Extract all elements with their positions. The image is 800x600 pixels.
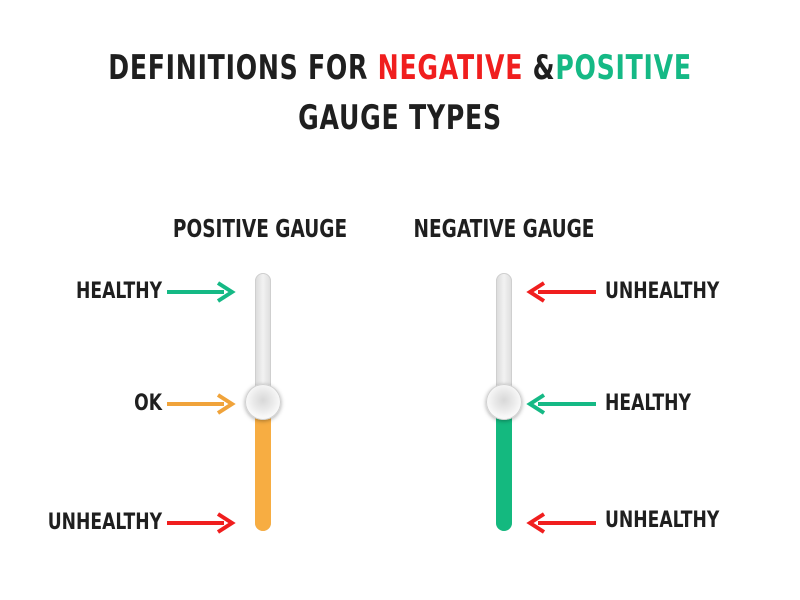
positive-healthy-arrow-icon xyxy=(167,281,236,303)
negative-unhealthy-bottom-label: Unhealthy xyxy=(605,508,720,533)
positive-gauge-heading: Positive Gauge xyxy=(172,214,348,243)
positive-gauge-knob[interactable] xyxy=(245,384,281,420)
negative-unhealthy-bottom-arrow-icon xyxy=(526,512,596,534)
negative-unhealthy-top-arrow-icon xyxy=(526,281,596,303)
title-line-1: Definitions for Negative &Positive xyxy=(104,48,696,88)
title-negative-word: Negative xyxy=(377,48,524,88)
title-ampersand: & xyxy=(532,48,556,88)
positive-gauge-fill xyxy=(255,402,271,531)
negative-healthy-label: Healthy xyxy=(605,391,691,416)
title-prefix: Definitions for xyxy=(108,48,369,88)
negative-unhealthy-top-label: Unhealthy xyxy=(605,279,720,304)
negative-gauge-heading: Negative Gauge xyxy=(413,214,595,243)
positive-ok-arrow-icon xyxy=(167,393,236,415)
positive-unhealthy-label: Unhealthy xyxy=(47,510,162,535)
negative-healthy-arrow-icon xyxy=(526,393,596,415)
title-positive-word: Positive xyxy=(555,48,692,88)
negative-gauge-fill xyxy=(496,402,512,531)
positive-unhealthy-arrow-icon xyxy=(167,512,236,534)
title-line-2: Gauge Types xyxy=(298,98,502,138)
positive-healthy-label: Healthy xyxy=(76,279,162,304)
positive-ok-label: OK xyxy=(134,391,162,416)
negative-gauge-knob[interactable] xyxy=(486,384,522,420)
